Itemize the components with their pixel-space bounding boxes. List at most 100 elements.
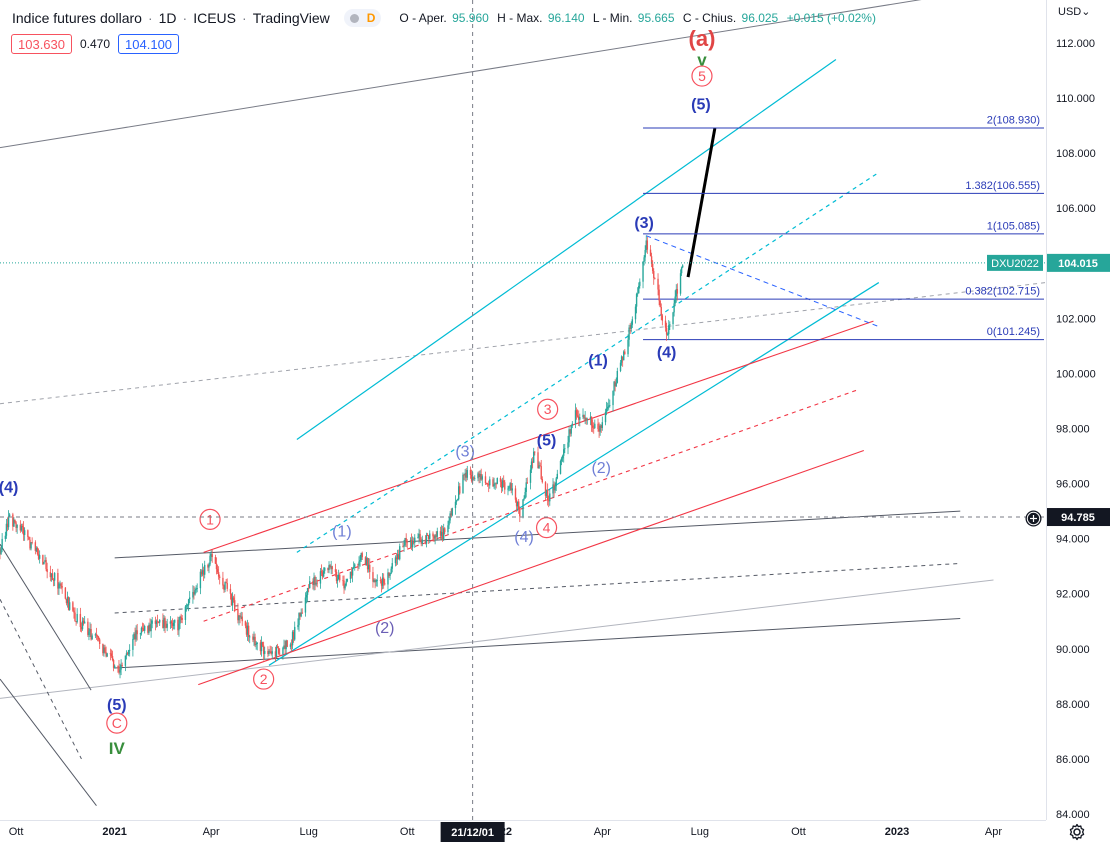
candle-body bbox=[459, 486, 461, 494]
candle-body bbox=[388, 572, 390, 576]
candle-body bbox=[451, 508, 453, 516]
candle-body bbox=[630, 324, 632, 329]
candle-body bbox=[304, 597, 307, 613]
candle-body bbox=[442, 528, 445, 540]
last-price-tag bbox=[1047, 253, 1110, 272]
buy-button[interactable]: 104.100 bbox=[118, 34, 180, 54]
candle-body bbox=[486, 483, 489, 485]
candle-body bbox=[599, 425, 601, 432]
candle-body bbox=[299, 613, 301, 617]
candle-body bbox=[427, 535, 430, 539]
candle-body bbox=[186, 605, 189, 606]
header-separator: · bbox=[242, 10, 247, 26]
candle-body bbox=[285, 640, 287, 650]
candle-body bbox=[313, 576, 315, 586]
interval-label[interactable]: 1D bbox=[158, 10, 177, 26]
candle-body bbox=[570, 425, 572, 434]
trend-line-blue-dash bbox=[646, 235, 879, 328]
candle-body bbox=[499, 478, 502, 482]
candle-body bbox=[339, 574, 341, 581]
fib-level-label: 2(108.930) bbox=[987, 115, 1040, 127]
candle-body bbox=[35, 548, 38, 551]
candle-body bbox=[150, 623, 152, 632]
candle-body bbox=[207, 564, 209, 568]
currency-selector[interactable]: USD⌄ bbox=[1058, 5, 1090, 18]
candle-body bbox=[254, 636, 256, 646]
candle-body bbox=[328, 565, 330, 571]
trend-line-dark-dash bbox=[114, 562, 961, 614]
trend-line-gray bbox=[0, 0, 922, 149]
symbol-title[interactable]: Indice futures dollaro bbox=[12, 10, 142, 26]
candle-body bbox=[564, 448, 566, 450]
candle-body bbox=[219, 576, 221, 578]
wave-label: (2) bbox=[375, 620, 395, 637]
wave-label-circle bbox=[535, 517, 558, 539]
candle-body bbox=[95, 634, 98, 636]
candle-body bbox=[563, 449, 565, 456]
candle-body bbox=[217, 572, 220, 577]
candle-body bbox=[526, 482, 528, 484]
candle-body bbox=[646, 240, 649, 250]
candle-body bbox=[13, 519, 15, 527]
candle-body bbox=[379, 579, 382, 581]
candle-body bbox=[136, 630, 138, 635]
candle-body bbox=[268, 651, 270, 655]
candle-body bbox=[321, 572, 324, 577]
candle-body bbox=[554, 486, 556, 491]
price-tick-label: 92.000 bbox=[1056, 589, 1090, 601]
trend-line-dark-dash bbox=[0, 598, 82, 760]
candle-body bbox=[165, 626, 167, 628]
wave-label: (3) bbox=[634, 215, 654, 232]
candle-body bbox=[477, 473, 479, 479]
candle-body bbox=[342, 580, 344, 582]
add-price-level-icon[interactable] bbox=[1024, 509, 1043, 528]
candle-body bbox=[366, 558, 369, 570]
candle-body bbox=[279, 653, 281, 655]
trend-line-cyan bbox=[268, 282, 880, 666]
candle-body bbox=[466, 469, 468, 478]
candle-body bbox=[519, 509, 521, 517]
candle-body bbox=[525, 482, 527, 492]
price-tick-label: 102.000 bbox=[1056, 313, 1096, 325]
candle-body bbox=[157, 622, 160, 624]
candle-body bbox=[515, 499, 518, 507]
candle-body bbox=[128, 649, 131, 651]
candle-body bbox=[292, 631, 295, 640]
candle-body bbox=[336, 579, 339, 581]
candle-body bbox=[345, 581, 347, 586]
candle-body bbox=[106, 653, 108, 657]
fib-level-label: 0(101.245) bbox=[987, 326, 1040, 338]
candle-body bbox=[319, 571, 322, 584]
candle-body bbox=[133, 633, 135, 639]
candle-body bbox=[202, 570, 205, 575]
wave-label: 3 bbox=[544, 401, 552, 417]
candle-body bbox=[579, 417, 581, 420]
candle-body bbox=[669, 324, 671, 326]
candle-body bbox=[36, 548, 39, 555]
wave-label: (1) bbox=[332, 523, 352, 540]
candle-body bbox=[21, 525, 24, 528]
candle-body bbox=[90, 628, 92, 640]
candle-body bbox=[247, 625, 250, 637]
candle-body bbox=[576, 415, 579, 417]
candle-body bbox=[412, 542, 415, 543]
candle-body bbox=[469, 469, 472, 475]
market-status-badges[interactable]: D bbox=[343, 9, 382, 27]
candle-body bbox=[297, 625, 299, 627]
candle-body bbox=[420, 541, 422, 544]
candle-body bbox=[590, 416, 593, 426]
candle-body bbox=[195, 589, 197, 591]
candle-body bbox=[322, 570, 325, 577]
fibonacci-levels: 0(101.245) 0.382(102.715) 1(105.085) 1.382(… bbox=[643, 115, 1044, 341]
candle-body bbox=[537, 452, 539, 469]
wave-label: (5) bbox=[107, 697, 127, 714]
candle-body bbox=[187, 599, 190, 606]
candle-body bbox=[290, 644, 293, 646]
candle-body bbox=[478, 473, 480, 478]
sell-button[interactable]: 103.630 bbox=[11, 34, 72, 54]
candle-body bbox=[394, 557, 397, 564]
settings-gear-icon[interactable] bbox=[1067, 822, 1087, 842]
candle-body bbox=[351, 567, 354, 576]
candle-body bbox=[141, 627, 144, 629]
